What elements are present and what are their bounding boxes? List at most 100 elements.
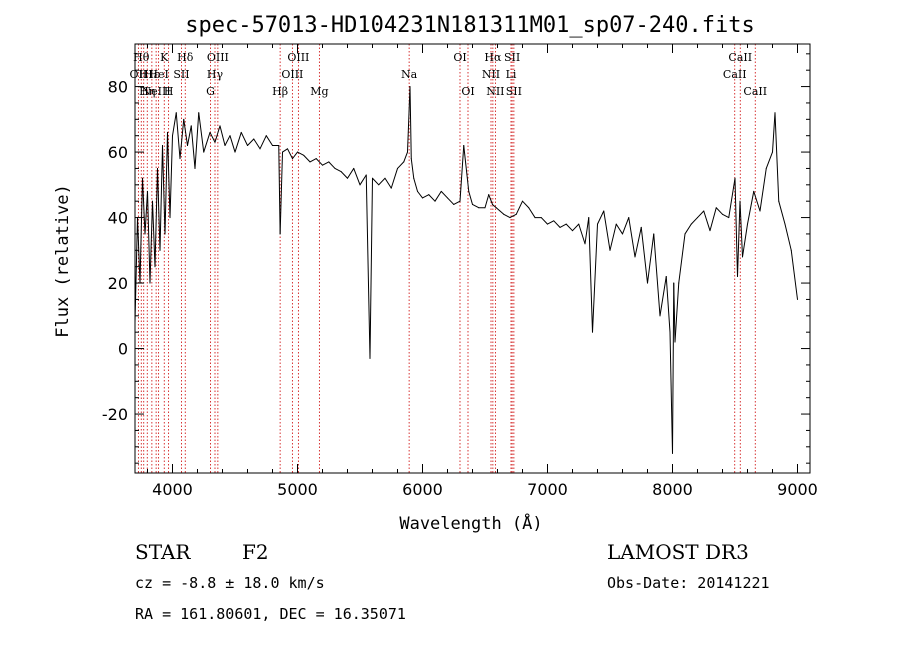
spectrum-segment <box>547 220 555 225</box>
y-tick-label: 20 <box>108 274 128 293</box>
spectrum-segment <box>417 190 423 199</box>
spectrum-segment <box>139 177 143 284</box>
spectrum-segment <box>784 223 792 251</box>
y-tick-label: -20 <box>102 405 128 424</box>
spectrum-segment <box>413 177 418 192</box>
plot-frame <box>134 43 811 474</box>
spectrum-segment <box>742 223 748 258</box>
spectrum-segment <box>164 131 168 235</box>
spectrum-segment <box>198 112 205 153</box>
spectrum-segment <box>674 282 680 343</box>
spectrum-segment <box>588 217 593 333</box>
spectrum-segment <box>144 190 148 235</box>
spectrum-segment <box>609 223 617 251</box>
spectrum-segment <box>152 200 156 268</box>
spectrum-segment <box>540 217 548 225</box>
spectrum-segment <box>739 200 743 258</box>
spectrum-segment <box>622 217 630 235</box>
spectrum-segment <box>278 145 281 235</box>
x-tick-label: 6000 <box>402 480 443 499</box>
line-marker-label: Na <box>401 68 418 81</box>
redshift-readout: cz = -8.8 ± 18.0 km/s <box>135 574 325 592</box>
spectrum-segment <box>488 194 493 205</box>
spectrum-segment <box>409 86 412 160</box>
spectrum-segment <box>167 131 171 219</box>
spectrum-segment <box>315 158 323 166</box>
spectrum-segment <box>347 167 355 179</box>
x-tick-label: 8000 <box>652 480 693 499</box>
spectrum-segment <box>175 112 181 160</box>
line-marker-label: NII <box>486 85 504 98</box>
spectrum-segment <box>597 210 605 225</box>
spectrum-segment <box>359 174 367 186</box>
spectrum-segment <box>194 112 200 169</box>
spectrum-segment <box>428 194 436 202</box>
x-tick-label: 4000 <box>152 480 193 499</box>
line-marker-label: Mg <box>310 85 328 98</box>
y-axis-label: Flux (relative) <box>53 184 73 338</box>
line-marker-label: CaII <box>728 51 752 64</box>
line-marker-label: G <box>206 85 215 98</box>
spectrum-segment <box>169 135 173 219</box>
spectrum-segment <box>259 135 267 150</box>
obs-date: Obs-Date: 20141221 <box>607 574 770 592</box>
spectrum-segment <box>224 135 231 147</box>
spectrum-segment <box>365 174 371 359</box>
spectrum-segment <box>737 200 741 278</box>
spectrum-segment <box>728 177 736 219</box>
line-marker-label: Hη <box>139 85 155 98</box>
spectrum-segment <box>265 135 273 147</box>
spectrum-segment <box>709 207 717 232</box>
spectrum-segment <box>253 138 261 150</box>
spectrum-segment <box>615 223 623 235</box>
spectrum-segment <box>722 213 730 219</box>
spectrum-segment <box>734 177 738 278</box>
spectrum-segment <box>422 194 430 199</box>
spectrum-segment <box>187 125 192 147</box>
spectrum-segment <box>340 171 348 179</box>
spectrum-series <box>134 86 798 454</box>
spectrum-segment <box>142 177 146 235</box>
spectrum-segment <box>453 200 461 205</box>
spectrum-segment <box>772 112 776 153</box>
spectrum-segment <box>434 190 442 202</box>
spectrum-segment <box>484 194 490 209</box>
spectrum-segment <box>172 112 177 137</box>
spectrum-segment <box>703 210 711 232</box>
spectrum-segment <box>603 210 611 251</box>
line-marker-label: Hβ <box>272 85 288 98</box>
spectrum-segment <box>509 213 517 219</box>
spectrum-segment <box>522 200 530 209</box>
spectrum-segment <box>559 223 567 228</box>
spectrum-segment <box>203 131 211 153</box>
spectrum-segment <box>647 233 655 284</box>
spectrum-segment <box>229 135 236 153</box>
spectrum-segment <box>279 151 283 235</box>
spectrum-segment <box>665 276 671 333</box>
spectrum-segment <box>159 145 163 251</box>
x-axis-ticks: 4000 5000 6000 7000 8000 9000 <box>147 44 818 499</box>
line-marker-label: OIII <box>281 68 303 81</box>
y-tick-label: 80 <box>108 78 128 97</box>
spectrum-segment <box>334 167 342 173</box>
spectrum-segment <box>669 331 673 454</box>
spectrum-segment <box>390 167 398 189</box>
line-marker-label: K <box>160 51 169 64</box>
spectrum-segment <box>410 158 415 179</box>
spectrum-segment <box>684 223 692 235</box>
spectrum-segment <box>463 145 470 192</box>
spectrum-segment <box>147 190 151 284</box>
spectrum-segment <box>190 125 196 169</box>
spectrum-segment <box>640 226 648 284</box>
spectrum-segment <box>154 167 158 268</box>
spectrum-segment <box>715 207 723 215</box>
spectrum-segment <box>653 233 661 317</box>
spectrum-segment <box>765 151 773 169</box>
spectrum-segment <box>209 131 216 143</box>
line-marker-label: OIII <box>287 51 309 64</box>
spectrum-segment <box>495 207 501 212</box>
line-marker-label: SII <box>506 85 522 98</box>
spectrum-segment <box>240 131 248 147</box>
spectrum-segment <box>584 217 590 245</box>
